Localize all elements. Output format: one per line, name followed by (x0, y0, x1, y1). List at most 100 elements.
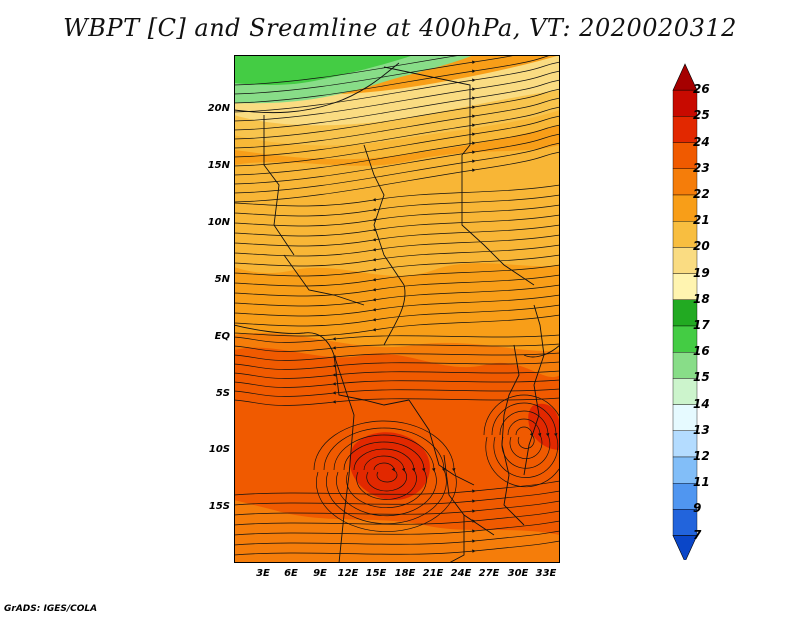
streamline (234, 343, 560, 352)
colorbar-bottom-arrow (672, 535, 698, 560)
border-line (383, 284, 406, 346)
colorbar-swatch (672, 299, 698, 327)
border-line (503, 344, 520, 416)
colorbar-swatch (672, 456, 698, 484)
lon-label-27e: 27E (478, 568, 500, 579)
colorbar-swatch (672, 247, 698, 274)
streamline (234, 244, 560, 267)
streamline (234, 55, 519, 95)
colorbar-label: 15 (693, 370, 710, 385)
border-line (333, 354, 410, 406)
streamline (234, 254, 560, 277)
border-line (443, 454, 495, 536)
border-line (448, 515, 465, 563)
colorbar-label: 11 (693, 475, 710, 490)
streamline (234, 55, 553, 104)
streamline (234, 361, 560, 370)
streamline (234, 204, 560, 227)
colorbar-swatch (672, 325, 698, 353)
lon-label-24e: 24E (450, 568, 472, 579)
streamline (234, 184, 560, 207)
streamline (234, 314, 560, 337)
lon-label-30e: 30E (507, 568, 529, 579)
colorbar-label: 14 (693, 396, 710, 411)
colorbar-label: 25 (693, 108, 710, 123)
streamline (234, 264, 560, 287)
border-line (408, 399, 475, 486)
streamline (363, 455, 408, 492)
streamline (353, 448, 417, 500)
streamline (234, 370, 560, 379)
border-line (523, 344, 560, 358)
lon-label-21e: 21E (422, 568, 444, 579)
colorbar-label: 20 (693, 239, 710, 254)
streamline (234, 379, 560, 388)
lon-label-15e: 15E (365, 568, 387, 579)
border-line (461, 115, 471, 156)
streamline (234, 70, 560, 122)
border-line (263, 115, 295, 256)
streamline (234, 397, 560, 406)
streamline (234, 61, 560, 113)
streamline (234, 194, 560, 217)
colorbar-swatch (672, 142, 698, 169)
streamline (483, 394, 560, 488)
streamline (234, 274, 560, 297)
streamlines (234, 55, 560, 556)
streamline (234, 151, 560, 203)
fill-mid-pale (234, 145, 560, 276)
lat-label-20n: 20N (207, 103, 230, 114)
grads-credit: GrADS: IGES/COLA (4, 604, 98, 614)
lat-label-10n: 10N (207, 217, 230, 228)
colorbar-swatch (672, 273, 698, 301)
border-line (501, 414, 525, 526)
streamline (507, 418, 543, 459)
lat-label-15n: 15N (207, 160, 230, 171)
streamline (499, 410, 551, 469)
lon-label-6e: 6E (284, 568, 298, 579)
fill-north-pale2 (234, 90, 560, 160)
colorbar-label: 24 (693, 134, 710, 149)
colorbar-label: 19 (693, 265, 710, 280)
colorbar-swatch (672, 509, 698, 536)
streamline (234, 304, 560, 327)
lon-label-33e: 33E (535, 568, 557, 579)
streamline (234, 294, 560, 317)
colorbar-swatch (672, 483, 698, 510)
colorbar-label: 7 (693, 527, 702, 542)
colorbar-swatch (672, 90, 698, 117)
fill-green-dark (234, 55, 414, 85)
streamline (234, 334, 560, 343)
colorbar-swatch (672, 378, 698, 405)
chart-title: WBPT [C] and Sreamline at 400hPa, VT: 20… (63, 14, 737, 42)
streamline (234, 352, 560, 361)
border-line (363, 144, 405, 286)
map-canvas (234, 55, 560, 563)
streamline (234, 214, 560, 237)
border-line (461, 155, 535, 286)
streamline (234, 480, 560, 496)
streamline (491, 402, 559, 478)
streamline (343, 441, 427, 509)
colorbar-swatch (672, 220, 698, 248)
streamline (515, 426, 535, 449)
streamline (234, 142, 560, 194)
map-frame (234, 55, 560, 563)
streamline (234, 234, 560, 257)
colorbar-swatch (672, 430, 698, 458)
streamline (234, 520, 560, 536)
streamline (234, 88, 560, 140)
streamline (373, 462, 398, 483)
border-line (283, 254, 365, 306)
lat-label-eq: EQ (214, 331, 230, 342)
colorbar-swatch (672, 404, 698, 432)
streamline (234, 490, 560, 506)
border-line (333, 354, 355, 563)
colorbar-label: 16 (693, 344, 710, 359)
streamline (234, 106, 560, 158)
colorbar-label: 22 (693, 187, 710, 201)
lon-label-3e: 3E (256, 568, 270, 579)
lat-label-5n: 5N (214, 274, 230, 285)
border-line (523, 304, 545, 476)
border-line (234, 324, 335, 356)
